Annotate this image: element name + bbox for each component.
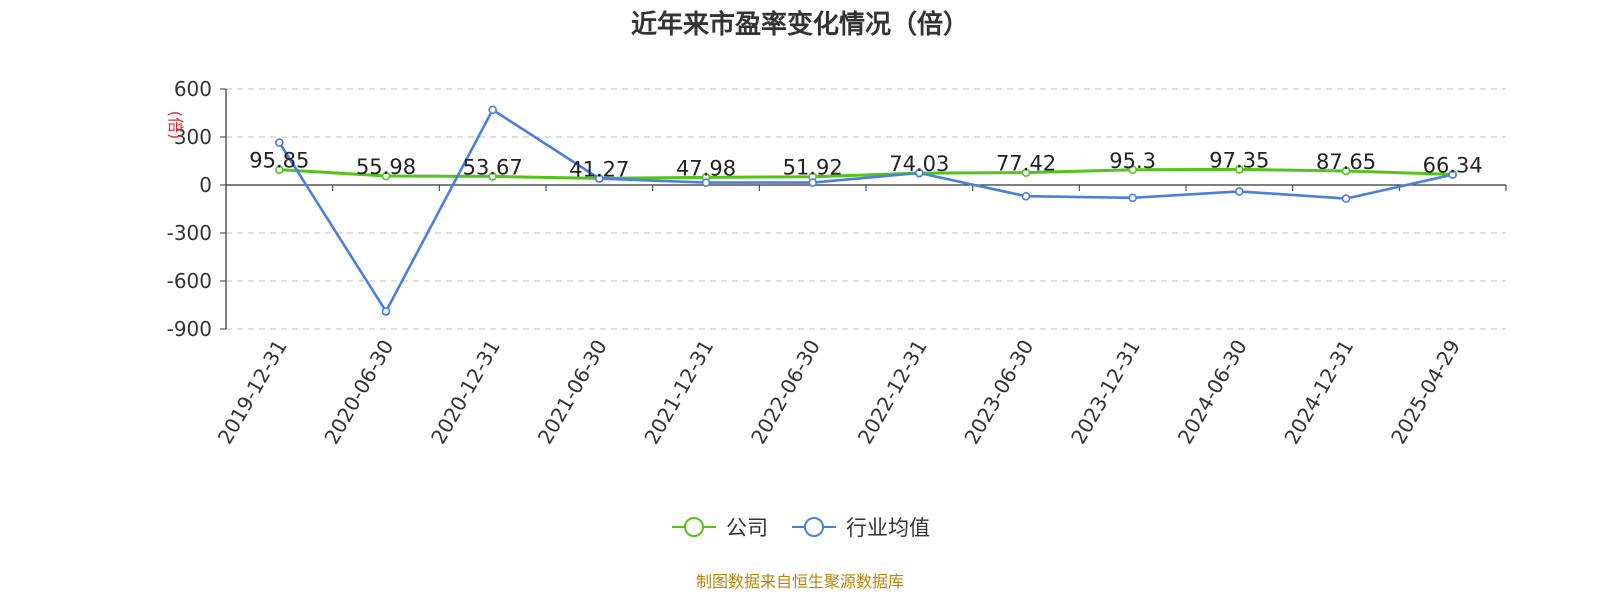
data-label: 97.35	[1209, 148, 1269, 172]
x-tick-label: 2019-12-31	[213, 336, 292, 449]
data-label: 74.03	[889, 152, 949, 176]
y-axis-label: (倍)	[166, 111, 185, 140]
chart-title: 近年来市盈率变化情况（倍）	[630, 10, 969, 40]
legend-label-industry: 行业均值	[846, 516, 930, 540]
data-point-industry[interactable]	[1235, 187, 1244, 196]
data-point-industry[interactable]	[701, 178, 711, 187]
data-point-company[interactable]	[275, 165, 284, 174]
data-label: 55.98	[356, 155, 416, 179]
data-label: 77.42	[996, 152, 1056, 176]
y-tick-label: -900	[167, 317, 212, 341]
x-tick-label: 2021-12-31	[639, 336, 718, 449]
legend: 公司 行业均值	[0, 512, 1600, 542]
x-tick-label: 2022-06-30	[746, 336, 825, 449]
data-point-company[interactable]	[1128, 165, 1137, 175]
data-label: 51.92	[783, 156, 843, 180]
data-point-industry[interactable]	[275, 138, 284, 147]
data-point-industry[interactable]	[1448, 170, 1457, 179]
data-point-industry[interactable]	[595, 174, 604, 183]
x-tick-label: 2023-06-30	[959, 336, 1038, 449]
x-tick-label: 2024-06-30	[1173, 336, 1252, 449]
x-tick-label: 2023-12-31	[1066, 336, 1145, 449]
y-tick-label: -600	[167, 269, 212, 293]
data-point-industry[interactable]	[915, 168, 924, 178]
x-tick-label: 2020-06-30	[319, 336, 398, 449]
grid-lines	[226, 88, 1506, 330]
data-point-industry[interactable]	[1128, 193, 1137, 203]
data-point-company[interactable]	[381, 171, 391, 181]
data-point-company[interactable]	[1021, 168, 1031, 177]
y-tick-label: 600	[174, 77, 212, 101]
data-label: 87.65	[1316, 150, 1376, 174]
data-label: 47.98	[676, 156, 736, 180]
data-point-industry[interactable]	[1021, 191, 1031, 201]
y-tick-label: -300	[167, 221, 212, 245]
data-point-industry[interactable]	[808, 178, 817, 187]
data-label: 53.67	[463, 155, 523, 179]
series-line-company	[279, 167, 1453, 180]
y-tick-label: 300	[174, 125, 212, 149]
legend-label-company: 公司	[726, 516, 768, 540]
series-line-industry	[278, 108, 1453, 313]
data-label: 95.3	[1109, 149, 1156, 173]
data-label: 41.27	[569, 157, 629, 181]
x-tick-label: 2025-04-29	[1386, 336, 1465, 449]
source-note: 制图数据来自恒生聚源数据库	[695, 572, 904, 591]
legend-symbol-company	[672, 517, 716, 537]
y-tick-label: 0	[199, 173, 212, 197]
data-label: 95.85	[249, 149, 309, 173]
x-tick-label: 2024-12-31	[1279, 336, 1358, 449]
data-point-company[interactable]	[1341, 166, 1351, 176]
data-point-company[interactable]	[488, 172, 497, 181]
data-point-industry[interactable]	[1341, 194, 1351, 203]
x-tick-label: 2020-12-31	[426, 335, 505, 448]
data-point-industry[interactable]	[381, 307, 391, 316]
data-point-industry[interactable]	[488, 105, 497, 115]
x-tick-label: 2021-06-30	[533, 336, 612, 449]
series-lines	[275, 105, 1457, 316]
x-tick-label: 2022-12-31	[853, 335, 932, 448]
data-labels: 95.85 55.98 53.67 41.27 47.98 51.92 74.03 77.42…	[249, 148, 1482, 181]
legend-item-company[interactable]: 公司	[670, 512, 768, 542]
legend-item-industry[interactable]: 行业均值	[790, 512, 930, 542]
legend-symbol-industry	[792, 517, 836, 537]
data-label: 66.34	[1423, 153, 1483, 177]
data-point-company[interactable]	[1235, 165, 1244, 174]
